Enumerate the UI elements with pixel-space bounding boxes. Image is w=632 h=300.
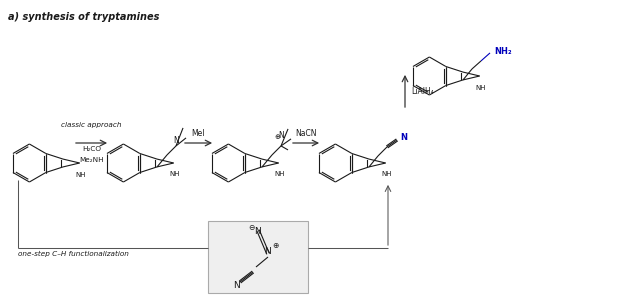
- Text: N: N: [265, 248, 271, 256]
- Text: MeI: MeI: [191, 130, 205, 139]
- Text: Me₂NH: Me₂NH: [79, 157, 104, 163]
- Text: H₂CO: H₂CO: [82, 146, 101, 152]
- Text: NH: NH: [169, 172, 180, 178]
- Text: a) synthesis of tryptamines: a) synthesis of tryptamines: [8, 12, 159, 22]
- Text: NH: NH: [475, 85, 486, 91]
- Text: N: N: [255, 227, 262, 236]
- Text: NH: NH: [381, 172, 392, 178]
- Text: one-step C–H functionalization: one-step C–H functionalization: [18, 251, 129, 257]
- Text: LiAlH₄: LiAlH₄: [411, 86, 434, 95]
- Text: N: N: [234, 281, 240, 290]
- Text: NH: NH: [274, 172, 285, 178]
- Text: NH₂: NH₂: [494, 47, 512, 56]
- Text: N: N: [278, 131, 284, 140]
- Text: NaCN: NaCN: [295, 130, 317, 139]
- Text: ⊕: ⊕: [272, 242, 278, 250]
- Text: N: N: [401, 134, 408, 142]
- Text: classic approach: classic approach: [61, 122, 122, 128]
- Text: ⊖: ⊖: [248, 223, 254, 232]
- Text: ⊕: ⊕: [274, 134, 281, 140]
- FancyBboxPatch shape: [208, 221, 308, 293]
- Text: N: N: [173, 136, 179, 145]
- Text: NH: NH: [75, 172, 86, 178]
